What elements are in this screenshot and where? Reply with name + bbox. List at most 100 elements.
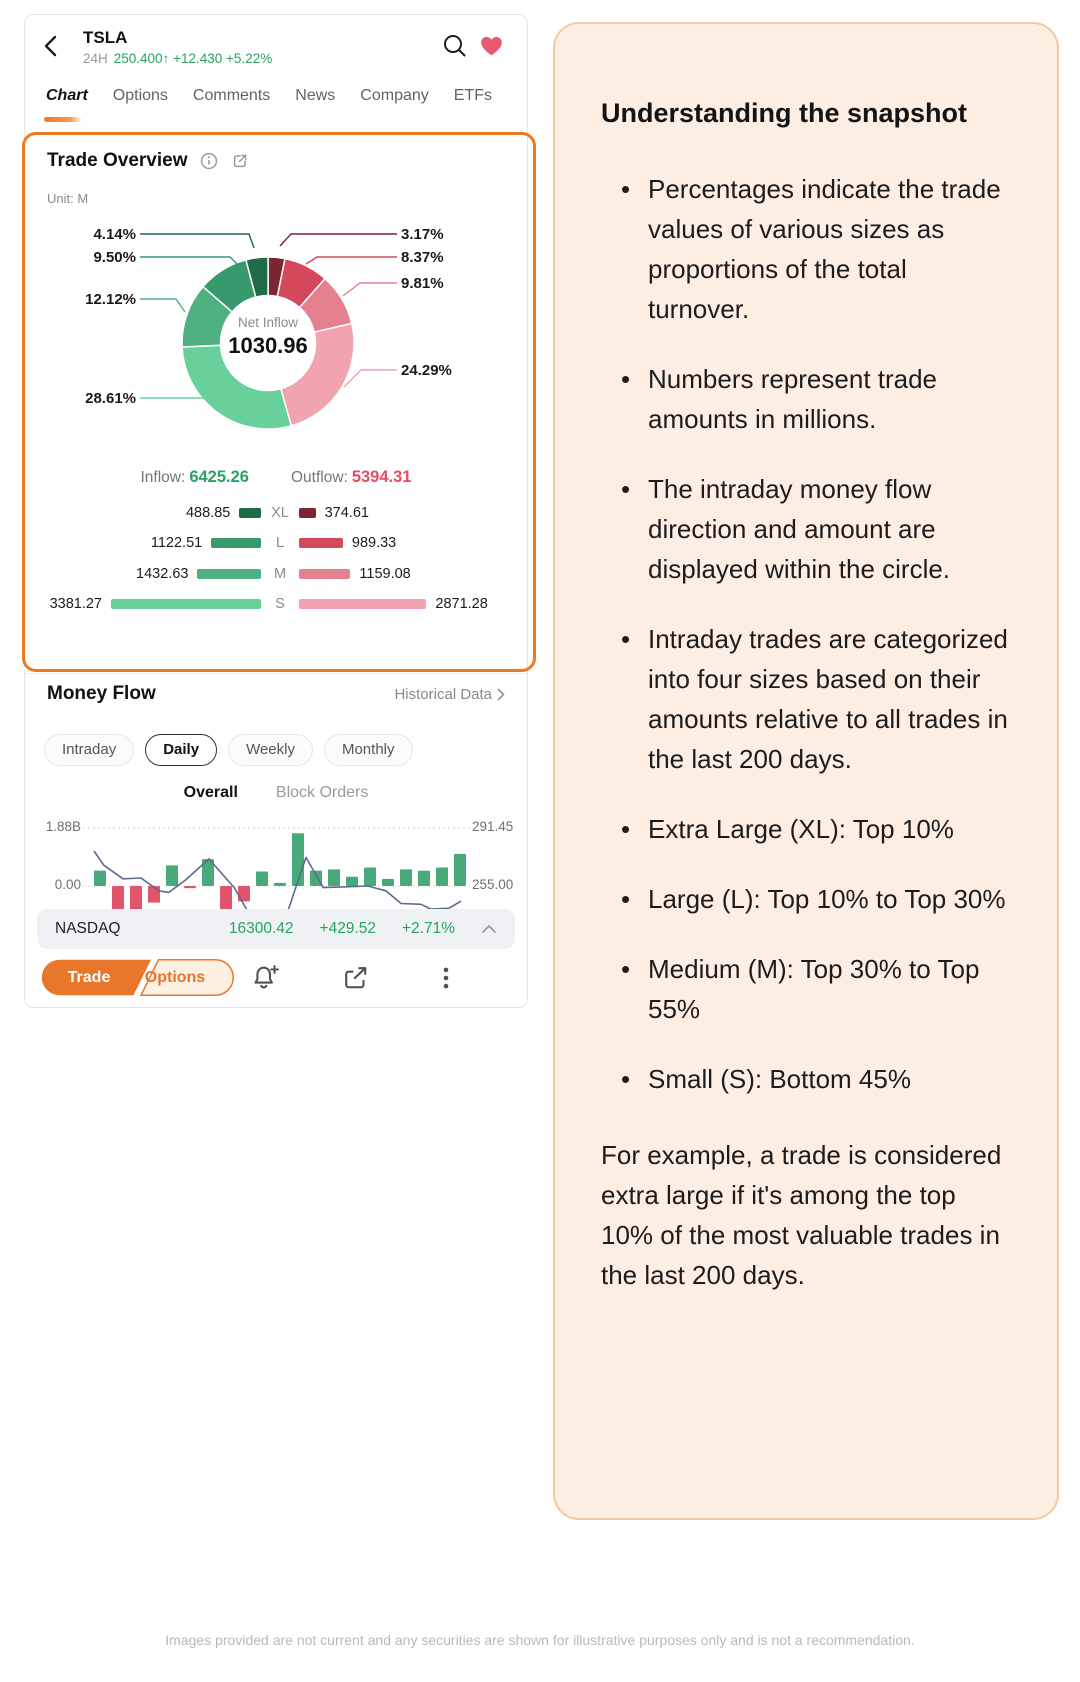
donut-slice-label: 9.81%	[401, 275, 444, 292]
stock-symbol: TSLA	[83, 28, 128, 47]
flow-bar	[220, 886, 232, 916]
panel-title: Understanding the snapshot	[601, 98, 968, 128]
inflow-value: 1432.63	[136, 565, 189, 582]
size-row-m: 1432.63 M 1159.08	[25, 566, 527, 582]
search-button[interactable]	[441, 32, 468, 59]
flow-bar	[418, 870, 430, 886]
donut-slice-label: 28.61%	[85, 390, 136, 407]
y-left-zero-label: 0.00	[54, 877, 81, 892]
bullet-item: Percentages indicate the trade values of…	[621, 169, 1011, 329]
quote-period: 24H	[83, 51, 108, 66]
leader-line	[305, 256, 397, 265]
size-label: M	[273, 565, 287, 582]
back-button[interactable]	[37, 31, 67, 61]
net-inflow-value: 1030.96	[228, 333, 308, 358]
explainer-panel: Understanding the snapshot Percentages i…	[553, 22, 1059, 1520]
size-label: XL	[271, 505, 289, 521]
share-toolbar-button[interactable]	[340, 963, 372, 993]
flow-bar	[400, 869, 412, 886]
flow-bar	[238, 886, 250, 902]
period-pills: Intraday Daily Weekly Monthly	[44, 734, 413, 766]
flow-bar	[184, 886, 196, 889]
money-flow-title: Money Flow	[47, 683, 156, 704]
size-label: S	[275, 595, 285, 612]
trade-overview-title: Trade Overview	[47, 150, 188, 171]
outflow-bar	[299, 598, 427, 609]
donut-slice-label: 3.17%	[401, 226, 444, 243]
bullet-item: Extra Large (XL): Top 10%	[621, 809, 1011, 849]
flow-bar	[274, 882, 286, 886]
flow-bar	[454, 853, 466, 886]
unit-label: Unit: M	[47, 191, 89, 206]
nav-tabs: Chart Options Comments News Company ETFs	[44, 87, 527, 122]
quote-row: 24H 250.400↑ +12.430 +5.22%	[83, 51, 272, 66]
options-button-bg[interactable]	[139, 959, 234, 996]
index-value: 16300.42	[228, 920, 294, 937]
y-right-top-label: 291.45	[472, 819, 514, 834]
flow-bar	[148, 886, 160, 903]
size-row-xl: 488.85 XL 374.61	[25, 505, 527, 521]
inflow-bar	[111, 598, 261, 609]
flow-bar	[328, 869, 340, 886]
options-button[interactable]: Options	[144, 968, 206, 986]
money-flow-subtabs: Overall Block Orders	[25, 784, 527, 802]
pill-intraday[interactable]: Intraday	[44, 734, 135, 766]
pill-monthly[interactable]: Monthly	[323, 734, 413, 766]
donut-slice-label: 12.12%	[85, 291, 136, 308]
pill-weekly[interactable]: Weekly	[228, 734, 313, 766]
tab-company[interactable]: Company	[360, 87, 429, 104]
outflow-bar	[299, 568, 351, 579]
trade-options-pill	[41, 959, 234, 996]
trade-button-bg[interactable]	[41, 959, 151, 996]
flow-bar	[166, 865, 178, 886]
quote-change-pct: +5.22%	[226, 51, 273, 66]
outflow-bar	[299, 538, 343, 549]
flow-bar	[292, 833, 304, 886]
tab-etfs[interactable]: ETFs	[453, 87, 492, 104]
leader-line	[140, 397, 237, 408]
trade-button[interactable]: Trade	[67, 968, 111, 986]
subtab-block-orders[interactable]: Block Orders	[275, 784, 369, 801]
index-row[interactable]: NASDAQ 16300.42 +429.52 +2.71%	[37, 909, 515, 949]
outflow-value: 1159.08	[359, 565, 411, 582]
flow-bar	[436, 867, 448, 886]
donut-slice-label: 4.14%	[93, 226, 136, 243]
leader-line	[140, 256, 243, 270]
index-change: +429.52	[319, 920, 376, 937]
tab-chart[interactable]: Chart	[44, 87, 88, 122]
favorite-button[interactable]	[477, 32, 506, 59]
size-label: L	[275, 535, 285, 552]
share-export-icon	[345, 967, 367, 989]
inflow-value: 1122.51	[150, 535, 203, 552]
share-icon[interactable]	[231, 152, 249, 170]
alert-button[interactable]	[250, 963, 282, 993]
index-name: NASDAQ	[55, 920, 121, 937]
flow-totals: Inflow: 6425.26 Outflow: 5394.31	[25, 468, 527, 487]
pill-daily[interactable]: Daily	[145, 734, 218, 766]
bullet-item: The intraday money flow direction and am…	[621, 469, 1011, 589]
flow-bar	[202, 859, 214, 886]
net-inflow-label: Net Inflow	[237, 315, 299, 330]
info-icon[interactable]	[200, 152, 218, 170]
leader-line	[140, 233, 255, 249]
historical-data-link[interactable]: Historical Data	[394, 686, 505, 703]
tab-options[interactable]: Options	[112, 87, 168, 104]
subtab-overall[interactable]: Overall	[183, 784, 238, 801]
kebab-menu-icon	[443, 967, 449, 989]
tab-news[interactable]: News	[295, 87, 336, 104]
inflow-bar	[197, 568, 261, 579]
more-menu-button[interactable]	[430, 963, 462, 993]
bullet-item: Numbers represent trade amounts in milli…	[621, 359, 1011, 439]
y-left-top-label: 1.88B	[45, 819, 81, 834]
inflow-bar	[239, 508, 261, 518]
tab-comments[interactable]: Comments	[192, 87, 271, 104]
heart-icon	[481, 36, 502, 56]
chevron-up-icon[interactable]	[481, 924, 497, 934]
quote-change: +12.430	[173, 51, 223, 66]
up-arrow-icon: ↑	[162, 51, 170, 66]
search-icon	[444, 35, 466, 57]
inflow-value: 3381.27	[49, 595, 102, 612]
panel-example-paragraph: For example, a trade is considered extra…	[601, 1140, 1002, 1290]
flow-bar	[364, 867, 376, 886]
stock-header: TSLA 24H 250.400↑ +12.430 +5.22%	[83, 28, 272, 66]
